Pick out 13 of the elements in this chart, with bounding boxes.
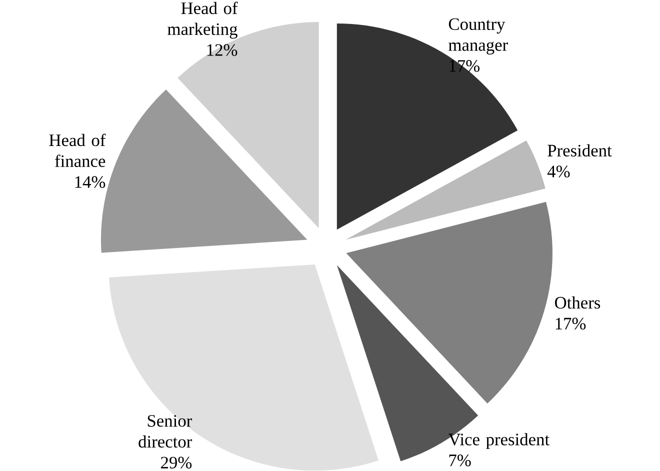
- slice-label: Head of finance: [49, 134, 106, 168]
- slice-label: Head of marketing: [168, 2, 238, 39]
- data-label: 17%: [556, 318, 586, 330]
- data-label: 12%: [207, 44, 238, 56]
- data-label: 7%: [449, 454, 471, 466]
- slice-label: Country manager: [448, 18, 508, 55]
- data-label: 4%: [547, 166, 570, 178]
- slice-label: President: [548, 144, 612, 157]
- slice-label: Senior director: [138, 415, 192, 448]
- slice-label: Vice president: [448, 433, 550, 450]
- slice-label: Others: [555, 296, 600, 309]
- data-label: 29%: [161, 456, 192, 469]
- data-label: 14%: [75, 176, 106, 188]
